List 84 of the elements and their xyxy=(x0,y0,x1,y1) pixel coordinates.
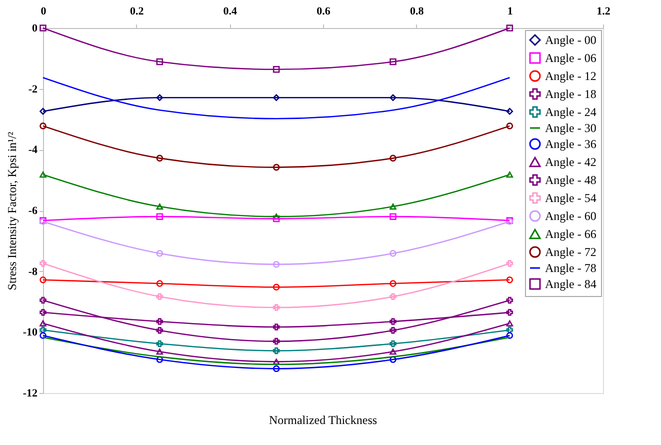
y-tick-label: -2 xyxy=(28,83,38,96)
point xyxy=(40,172,46,178)
point xyxy=(390,280,396,287)
point xyxy=(272,260,280,268)
point xyxy=(390,154,396,162)
point xyxy=(156,154,164,162)
legend-label: Angle - 78 xyxy=(545,261,596,275)
x-tick-label: 0 xyxy=(40,6,47,18)
point xyxy=(40,260,46,267)
point xyxy=(156,280,164,287)
point xyxy=(506,309,514,316)
point xyxy=(390,293,396,300)
legend-label: Angle - 66 xyxy=(545,227,596,241)
point xyxy=(390,213,396,220)
point xyxy=(390,326,396,334)
point xyxy=(272,94,280,102)
point xyxy=(506,296,514,304)
point xyxy=(390,356,396,363)
x-tick-label: 0.2 xyxy=(130,6,144,18)
legend-label: Angle - 54 xyxy=(545,191,596,205)
point xyxy=(156,318,164,325)
legend-label: Angle - 48 xyxy=(545,173,596,187)
point xyxy=(506,326,514,334)
point xyxy=(506,172,514,178)
point xyxy=(272,324,280,330)
point xyxy=(156,348,164,355)
point xyxy=(40,296,46,304)
point xyxy=(272,164,280,171)
legend-label: Angle - 18 xyxy=(545,87,596,101)
point xyxy=(156,293,164,300)
point xyxy=(390,94,396,102)
legend-label: Angle - 36 xyxy=(545,137,596,151)
y-tick-label: -12 xyxy=(22,388,38,400)
point xyxy=(272,338,280,345)
point xyxy=(506,108,514,115)
x-tick-label: 0.8 xyxy=(410,6,424,18)
point xyxy=(156,204,164,210)
y-tick-label: -8 xyxy=(28,266,38,278)
point xyxy=(40,108,46,115)
point xyxy=(272,214,280,220)
point xyxy=(272,284,280,291)
legend-label: Angle - 84 xyxy=(545,277,596,291)
legend-label: Angle - 60 xyxy=(545,209,596,223)
point xyxy=(272,365,280,372)
point xyxy=(40,326,46,334)
x-tick-label: 1 xyxy=(507,6,513,18)
point xyxy=(272,347,280,354)
point xyxy=(390,204,396,210)
point xyxy=(272,215,280,222)
point xyxy=(40,320,46,326)
point xyxy=(156,58,164,66)
x-tick-label: 1.2 xyxy=(596,6,611,18)
y-tick-label: -4 xyxy=(28,144,38,156)
point xyxy=(506,260,514,267)
legend-label: Angle - 06 xyxy=(545,51,596,65)
y-axis-title: Stress Intensity Factor, Kpsi in¹/² xyxy=(4,131,19,290)
point xyxy=(390,340,396,348)
point xyxy=(156,94,164,102)
y-tick-label: 0 xyxy=(32,22,38,34)
point xyxy=(506,320,514,326)
legend-label: Angle - 42 xyxy=(545,155,596,169)
point xyxy=(390,250,396,257)
x-axis-title: Normalized Thickness xyxy=(268,413,378,427)
point xyxy=(506,24,514,32)
point xyxy=(272,304,280,311)
point xyxy=(156,326,164,334)
point xyxy=(156,250,164,257)
point xyxy=(156,356,164,363)
legend-label: Angle - 30 xyxy=(545,121,596,135)
legend-label: Angle - 72 xyxy=(545,245,596,259)
point xyxy=(40,309,46,316)
y-tick-label: -10 xyxy=(22,326,38,339)
legend-label: Angle - 24 xyxy=(545,105,596,119)
point xyxy=(390,58,396,66)
point xyxy=(390,318,396,325)
point xyxy=(272,66,280,73)
point xyxy=(390,348,396,355)
legend-label: Angle - 00 xyxy=(545,33,596,47)
point xyxy=(156,213,164,220)
legend-label: Angle - 12 xyxy=(545,69,596,83)
x-tick-label: 0.4 xyxy=(223,6,238,18)
y-tick-label: -6 xyxy=(28,205,38,217)
x-tick-label: 0.6 xyxy=(316,6,331,18)
point xyxy=(156,340,164,348)
